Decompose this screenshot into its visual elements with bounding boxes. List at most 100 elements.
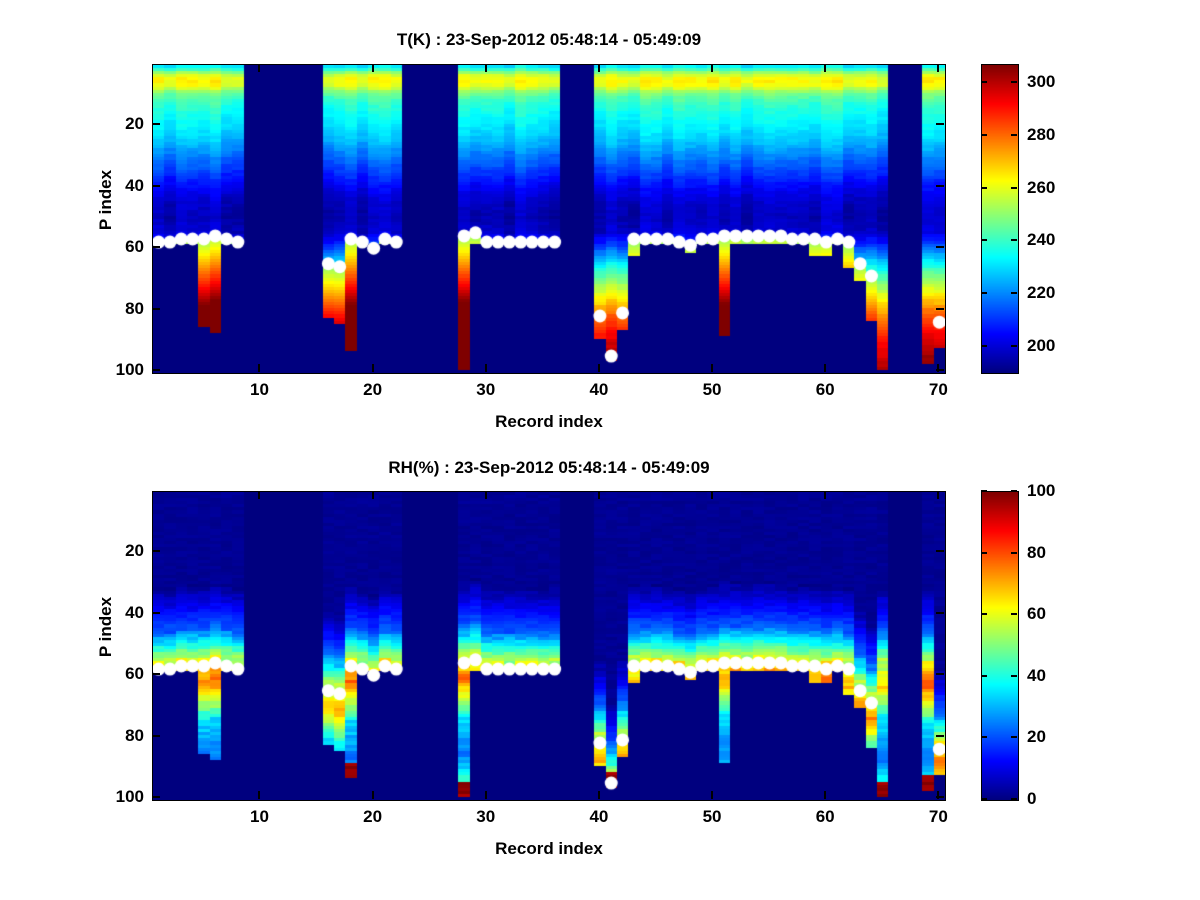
x-tick-mark (937, 64, 940, 72)
y-tick-label: 60 (125, 237, 144, 257)
panel-title-temperature: T(K) : 23-Sep-2012 05:48:14 - 05:49:09 (396, 30, 702, 49)
colorbar-tick-mark (981, 674, 987, 677)
colorbar-tick-mark (1011, 551, 1017, 554)
y-tick-mark (936, 369, 944, 372)
x-tick-mark (484, 64, 487, 72)
x-tick-label: 20 (363, 380, 383, 399)
y-tick-label: 20 (125, 114, 144, 134)
x-tick-mark (371, 791, 374, 799)
heatmap-plot-temperature (152, 64, 946, 374)
y-tick-mark (152, 550, 160, 553)
x-tick-mark (824, 791, 827, 799)
x-tick-label: 70 (928, 807, 948, 826)
colorbar-tick-label: 300 (1027, 72, 1056, 92)
y-tick-label: 80 (125, 298, 144, 318)
colorbar-tick-label: 260 (1027, 177, 1056, 197)
x-tick-mark (484, 364, 487, 372)
colorbar-tick-mark (1011, 490, 1017, 492)
y-tick-mark (152, 734, 160, 737)
colorbar-tick-mark (1011, 613, 1017, 616)
y-tick-mark (152, 123, 160, 126)
colorbar-tick-label: 220 (1027, 283, 1056, 303)
colorbar-tick-label: 240 (1027, 230, 1056, 250)
x-tick-mark (937, 364, 940, 372)
y-tick-label: 100 (115, 360, 144, 380)
colorbar-tick-mark (981, 736, 987, 739)
x-tick-label: 60 (815, 807, 835, 826)
x-tick-mark (484, 491, 487, 499)
colorbar-tick-mark (1011, 186, 1017, 189)
x-tick-mark (937, 491, 940, 499)
heatmap-plot-humidity (152, 491, 946, 801)
y-tick-mark (152, 369, 160, 372)
colorbar-canvas-temperature (982, 65, 1018, 373)
y-tick-mark (936, 673, 944, 676)
y-tick-label: 20 (125, 541, 144, 561)
x-tick-mark (371, 364, 374, 372)
x-tick-mark (937, 791, 940, 799)
x-tick-mark (258, 791, 261, 799)
colorbar-tick-label: 200 (1027, 335, 1056, 355)
colorbar-tick-mark (981, 81, 987, 84)
y-tick-label: 40 (125, 175, 144, 195)
colorbar-tick-mark (981, 239, 987, 242)
colorbar-tick-label: 100 (1027, 481, 1056, 500)
x-tick-mark (824, 491, 827, 499)
x-axis-title-humidity: Record index (495, 839, 603, 858)
x-tick-label: 30 (476, 380, 496, 399)
colorbar-tick-mark (1011, 81, 1017, 84)
colorbar-tick-label: 60 (1027, 604, 1046, 624)
x-tick-label: 30 (476, 807, 496, 826)
y-tick-mark (936, 611, 944, 614)
colorbar-tick-label: 0 (1027, 789, 1037, 808)
x-tick-label: 40 (589, 807, 609, 826)
panel-title-humidity: RH(%) : 23-Sep-2012 05:48:14 - 05:49:09 (388, 458, 710, 477)
heatmap-canvas-temperature (153, 65, 945, 373)
x-tick-mark (597, 64, 600, 72)
x-tick-mark (258, 364, 261, 372)
colorbar-tick-label: 80 (1027, 542, 1046, 562)
x-tick-mark (597, 491, 600, 499)
y-tick-label: 80 (125, 725, 144, 745)
y-tick-mark (936, 796, 944, 799)
x-tick-mark (371, 491, 374, 499)
colorbar-humidity (981, 491, 1019, 801)
y-tick-mark (152, 796, 160, 799)
x-tick-mark (711, 64, 714, 72)
x-tick-mark (824, 64, 827, 72)
colorbar-tick-mark (1011, 134, 1017, 137)
colorbar-tick-mark (1011, 292, 1017, 295)
colorbar-tick-mark (1011, 798, 1017, 800)
colorbar-tick-mark (1011, 239, 1017, 242)
colorbar-tick-mark (981, 613, 987, 616)
x-tick-mark (484, 791, 487, 799)
colorbar-tick-mark (981, 186, 987, 189)
colorbar-tick-mark (981, 551, 987, 554)
y-tick-mark (152, 611, 160, 614)
x-tick-mark (597, 791, 600, 799)
y-tick-label: 100 (115, 787, 144, 807)
y-tick-mark (936, 246, 944, 249)
x-tick-label: 20 (363, 807, 383, 826)
y-tick-mark (152, 307, 160, 310)
x-tick-mark (824, 364, 827, 372)
heatmap-canvas-humidity (153, 492, 945, 800)
x-tick-mark (711, 791, 714, 799)
y-tick-mark (936, 123, 944, 126)
x-tick-label: 70 (928, 380, 948, 399)
x-tick-mark (258, 491, 261, 499)
colorbar-tick-mark (1011, 736, 1017, 739)
y-tick-mark (152, 246, 160, 249)
colorbar-tick-mark (981, 798, 987, 800)
colorbar-tick-mark (981, 134, 987, 137)
x-tick-mark (258, 64, 261, 72)
x-tick-label: 60 (815, 380, 835, 399)
colorbar-temperature (981, 64, 1019, 374)
y-tick-mark (936, 734, 944, 737)
y-tick-mark (936, 184, 944, 187)
y-tick-label: 60 (125, 664, 144, 684)
y-tick-label: 40 (125, 602, 144, 622)
x-tick-label: 50 (702, 380, 722, 399)
y-tick-mark (936, 307, 944, 310)
y-tick-mark (152, 184, 160, 187)
